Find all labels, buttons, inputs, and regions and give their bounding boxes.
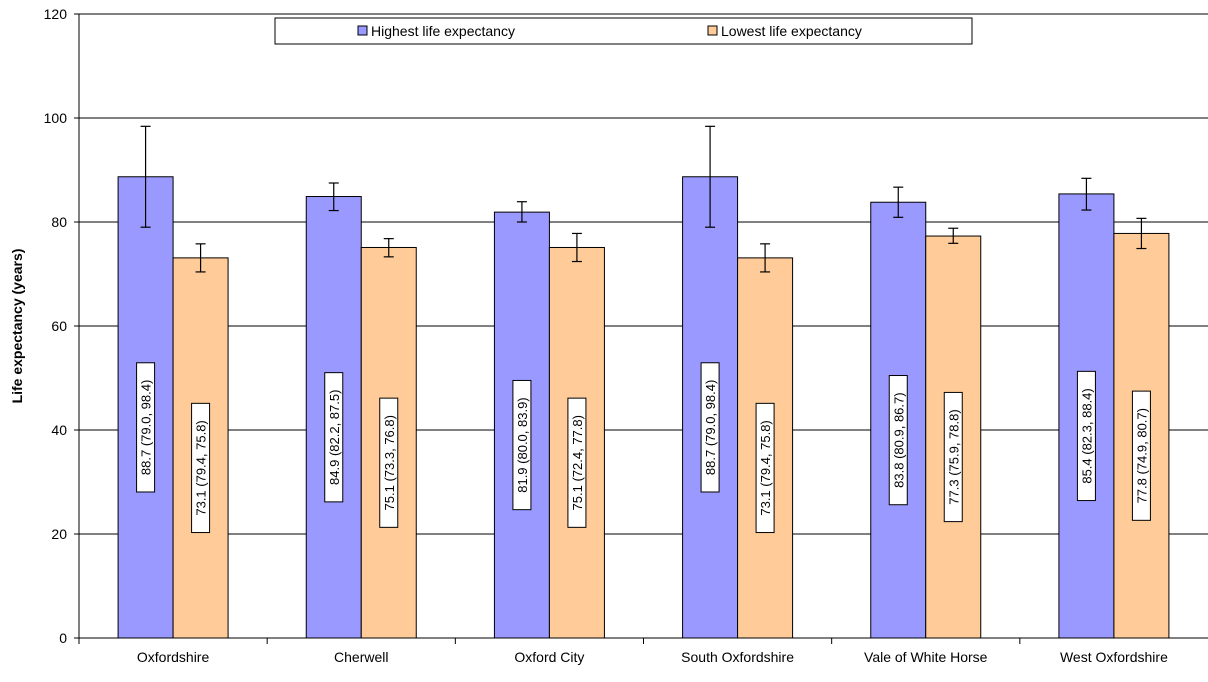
data-label-text: 83.8 (80.9, 86.7) (891, 392, 906, 487)
legend-box (274, 17, 973, 45)
data-label-text: 73.1 (79.4, 75.8) (758, 420, 773, 515)
data-label: 73.1 (79.4, 75.8) (191, 402, 211, 534)
bar (172, 257, 229, 639)
data-label: 83.8 (80.9, 86.7) (888, 375, 908, 506)
data-label-text: 84.9 (82.2, 87.5) (327, 390, 342, 485)
data-label-box (379, 397, 399, 528)
x-tick-label: Oxfordshire (137, 649, 210, 665)
data-label-text: 77.8 (74.9, 80.7) (1134, 408, 1149, 503)
y-tick-label: 0 (59, 630, 67, 646)
y-tick-label: 60 (51, 318, 67, 334)
data-label-box (567, 397, 587, 528)
data-label-box (136, 362, 156, 493)
data-label-box (755, 402, 775, 534)
x-tick-label: Oxford City (514, 649, 584, 665)
data-label-text: 88.7 (79.0, 98.4) (703, 380, 718, 475)
data-label-text: 75.1 (72.4, 77.8) (570, 415, 585, 510)
y-tick-label: 120 (44, 6, 68, 22)
legend-swatch (357, 25, 368, 36)
legend-label: Lowest life expectancy (721, 23, 862, 39)
data-label-box (1076, 370, 1096, 502)
legend-label: Highest life expectancy (371, 23, 515, 39)
x-tick-label: South Oxfordshire (681, 649, 794, 665)
data-label: 75.1 (73.3, 76.8) (379, 397, 399, 528)
y-tick-label: 100 (44, 110, 68, 126)
data-label-box (943, 391, 963, 523)
data-label: 84.9 (82.2, 87.5) (324, 372, 344, 503)
data-label-text: 85.4 (82.3, 88.4) (1079, 388, 1094, 483)
legend-swatch (707, 25, 718, 36)
y-tick-label: 20 (51, 526, 67, 542)
y-tick-label: 40 (51, 422, 67, 438)
data-label-box (700, 362, 720, 493)
data-label-text: 75.1 (73.3, 76.8) (382, 415, 397, 510)
x-tick-label: Cherwell (334, 649, 388, 665)
data-label: 77.8 (74.9, 80.7) (1131, 390, 1151, 521)
data-label: 81.9 (80.0, 83.9) (512, 379, 532, 511)
data-label: 88.7 (79.0, 98.4) (700, 362, 720, 493)
data-label: 77.3 (75.9, 78.8) (943, 391, 963, 523)
data-label-box (888, 375, 908, 506)
data-label-box (512, 379, 532, 511)
x-tick-label: West Oxfordshire (1060, 649, 1168, 665)
data-label-text: 77.3 (75.9, 78.8) (946, 409, 961, 504)
data-label: 88.7 (79.0, 98.4) (136, 362, 156, 493)
data-label-box (191, 402, 211, 534)
data-label-text: 88.7 (79.0, 98.4) (139, 380, 154, 475)
y-tick-label: 80 (51, 214, 67, 230)
data-label-text: 73.1 (79.4, 75.8) (194, 420, 209, 515)
x-tick-label: Vale of White Horse (864, 649, 988, 665)
data-label: 85.4 (82.3, 88.4) (1076, 370, 1096, 502)
data-label-text: 81.9 (80.0, 83.9) (515, 397, 530, 492)
data-label: 73.1 (79.4, 75.8) (755, 402, 775, 534)
data-label: 75.1 (72.4, 77.8) (567, 397, 587, 528)
data-label-box (1131, 390, 1151, 521)
data-label-box (324, 372, 344, 503)
y-axis-title: Life expectancy (years) (9, 249, 25, 404)
